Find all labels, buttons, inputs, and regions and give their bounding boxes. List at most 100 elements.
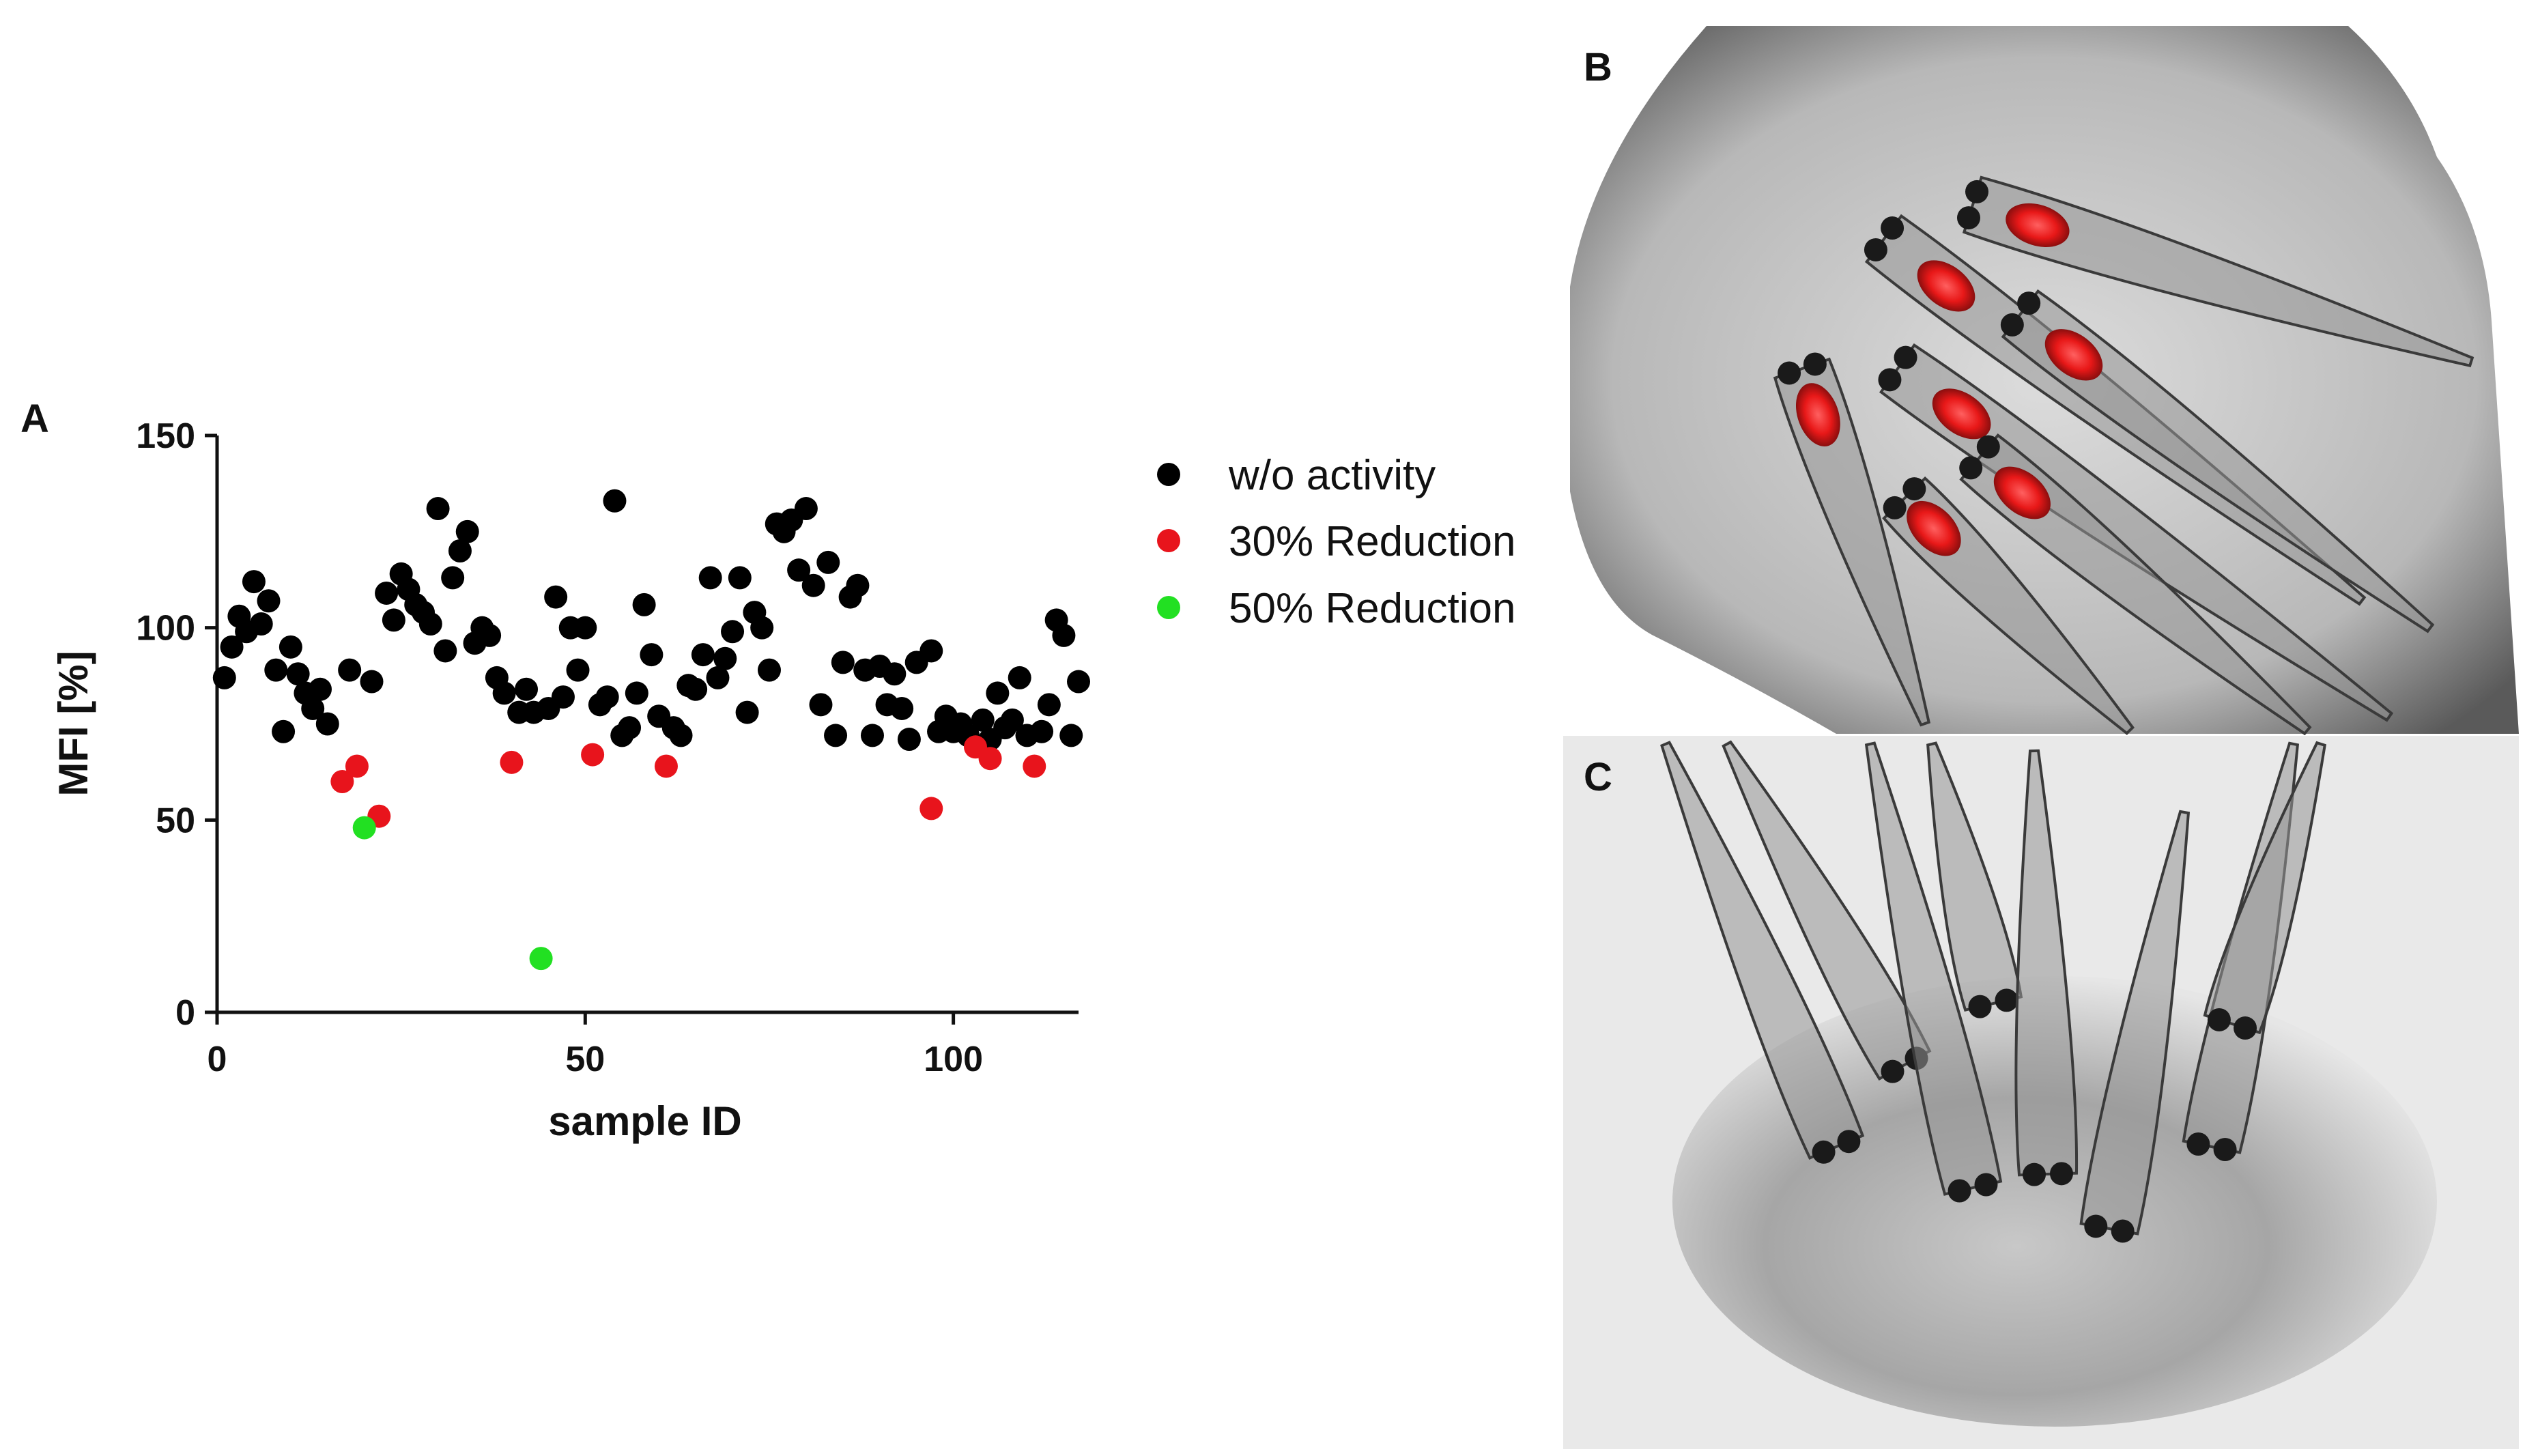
larvae-b bbox=[1773, 175, 2474, 736]
x-tick-label: 100 bbox=[924, 1040, 983, 1079]
larva-c-8 bbox=[2203, 741, 2326, 1040]
legend-marker-30-reduction bbox=[1157, 529, 1180, 552]
data-point-wo-activity bbox=[890, 696, 914, 720]
data-point-wo-activity bbox=[728, 566, 752, 590]
data-point-wo-activity bbox=[919, 639, 943, 663]
data-point-wo-activity bbox=[1030, 719, 1054, 743]
data-point-wo-activity bbox=[286, 662, 310, 686]
data-point-wo-activity bbox=[279, 635, 302, 659]
legend-label-50-reduction: 50% Reduction bbox=[1229, 585, 1516, 632]
data-point-wo-activity bbox=[515, 677, 539, 701]
larva-c-3 bbox=[1864, 741, 2003, 1203]
legend-marker-wo-activity bbox=[1157, 463, 1180, 486]
legend-marker-50-reduction bbox=[1157, 596, 1180, 619]
data-point-wo-activity bbox=[315, 712, 339, 736]
larva-c-6 bbox=[2079, 810, 2191, 1243]
x-tick-label: 0 bbox=[208, 1040, 227, 1079]
data-point-30-reduction bbox=[978, 747, 1002, 771]
data-point-wo-activity bbox=[360, 670, 384, 694]
data-point-wo-activity bbox=[816, 550, 840, 574]
data-point-wo-activity bbox=[698, 566, 722, 590]
larva-b-1 bbox=[1956, 175, 2474, 368]
data-point-wo-activity bbox=[478, 623, 502, 647]
data-point-wo-activity bbox=[846, 573, 870, 597]
data-point-wo-activity bbox=[220, 635, 244, 659]
data-point-30-reduction bbox=[500, 750, 524, 774]
data-point-wo-activity bbox=[566, 658, 590, 682]
y-axis: 0 50 100 150 bbox=[136, 416, 219, 1033]
data-point-wo-activity bbox=[883, 662, 907, 686]
data-point-wo-activity bbox=[249, 612, 273, 636]
panel-c-label: C bbox=[1584, 755, 1612, 799]
larva-c-5 bbox=[2014, 749, 2079, 1186]
data-point-wo-activity bbox=[212, 666, 236, 689]
larva-b-7 bbox=[1959, 433, 2312, 736]
data-point-wo-activity bbox=[309, 677, 332, 701]
larva-c-4 bbox=[1926, 741, 2023, 1018]
data-point-wo-activity bbox=[338, 658, 362, 682]
data-point-wo-activity bbox=[735, 700, 759, 724]
data-point-wo-activity bbox=[757, 658, 781, 682]
data-point-wo-activity bbox=[242, 570, 266, 594]
larva-b-5 bbox=[1773, 352, 1931, 727]
data-point-wo-activity bbox=[721, 620, 745, 644]
data-point-wo-activity bbox=[750, 616, 774, 640]
data-point-wo-activity bbox=[492, 681, 516, 705]
y-tick-label: 0 bbox=[175, 993, 195, 1033]
data-point-wo-activity bbox=[787, 558, 811, 582]
data-point-wo-activity bbox=[1052, 623, 1076, 647]
micrograph-b: B bbox=[1563, 26, 2519, 739]
data-point-wo-activity bbox=[595, 685, 619, 709]
data-point-wo-activity bbox=[691, 643, 715, 667]
legend-label-wo-activity: w/o activity bbox=[1228, 452, 1436, 499]
data-point-wo-activity bbox=[713, 646, 737, 670]
data-point-30-reduction bbox=[345, 754, 369, 778]
data-point-wo-activity bbox=[382, 608, 405, 632]
data-points bbox=[212, 489, 1090, 971]
y-tick-label: 100 bbox=[136, 609, 195, 648]
data-point-wo-activity bbox=[603, 489, 627, 513]
data-point-wo-activity bbox=[794, 497, 818, 521]
data-point-wo-activity bbox=[706, 666, 730, 689]
x-tick-label: 50 bbox=[565, 1040, 605, 1079]
data-point-wo-activity bbox=[1000, 708, 1024, 732]
data-point-50-reduction bbox=[529, 947, 553, 971]
data-point-wo-activity bbox=[971, 708, 995, 732]
data-point-wo-activity bbox=[455, 519, 479, 543]
x-axis-title: sample ID bbox=[548, 1098, 741, 1144]
panel-a-label: A bbox=[20, 397, 49, 441]
data-point-wo-activity bbox=[684, 677, 708, 701]
larva-c-2 bbox=[1722, 740, 1932, 1083]
data-point-50-reduction bbox=[352, 816, 376, 840]
data-point-wo-activity bbox=[625, 681, 648, 705]
y-tick-label: 50 bbox=[156, 801, 195, 840]
data-point-wo-activity bbox=[418, 612, 442, 636]
larva-b-6 bbox=[1882, 476, 2135, 735]
legend: w/o activity 30% Reduction 50% Reduction bbox=[1157, 452, 1516, 632]
data-point-wo-activity bbox=[272, 719, 296, 743]
larvae-c bbox=[1660, 740, 2326, 1243]
micrograph-c: C bbox=[1563, 736, 2519, 1449]
legend-label-30-reduction: 30% Reduction bbox=[1229, 518, 1516, 565]
data-point-wo-activity bbox=[433, 639, 457, 663]
panel-b-label: B bbox=[1584, 45, 1612, 89]
data-point-wo-activity bbox=[1008, 666, 1031, 689]
data-point-wo-activity bbox=[801, 573, 825, 597]
data-point-wo-activity bbox=[632, 593, 656, 616]
data-point-wo-activity bbox=[1067, 670, 1090, 694]
data-point-wo-activity bbox=[257, 589, 281, 613]
data-point-wo-activity bbox=[551, 685, 575, 709]
larva-b-3 bbox=[2000, 289, 2435, 633]
data-point-wo-activity bbox=[426, 497, 450, 521]
data-point-30-reduction bbox=[919, 797, 943, 820]
data-point-wo-activity bbox=[640, 643, 664, 667]
data-point-wo-activity bbox=[897, 728, 921, 752]
data-point-wo-activity bbox=[544, 585, 568, 609]
data-point-30-reduction bbox=[330, 770, 354, 793]
data-point-wo-activity bbox=[824, 724, 848, 747]
data-point-wo-activity bbox=[375, 581, 399, 605]
y-axis-title: MFI [%] bbox=[51, 651, 96, 796]
data-point-wo-activity bbox=[448, 539, 472, 562]
data-point-30-reduction bbox=[581, 743, 605, 767]
